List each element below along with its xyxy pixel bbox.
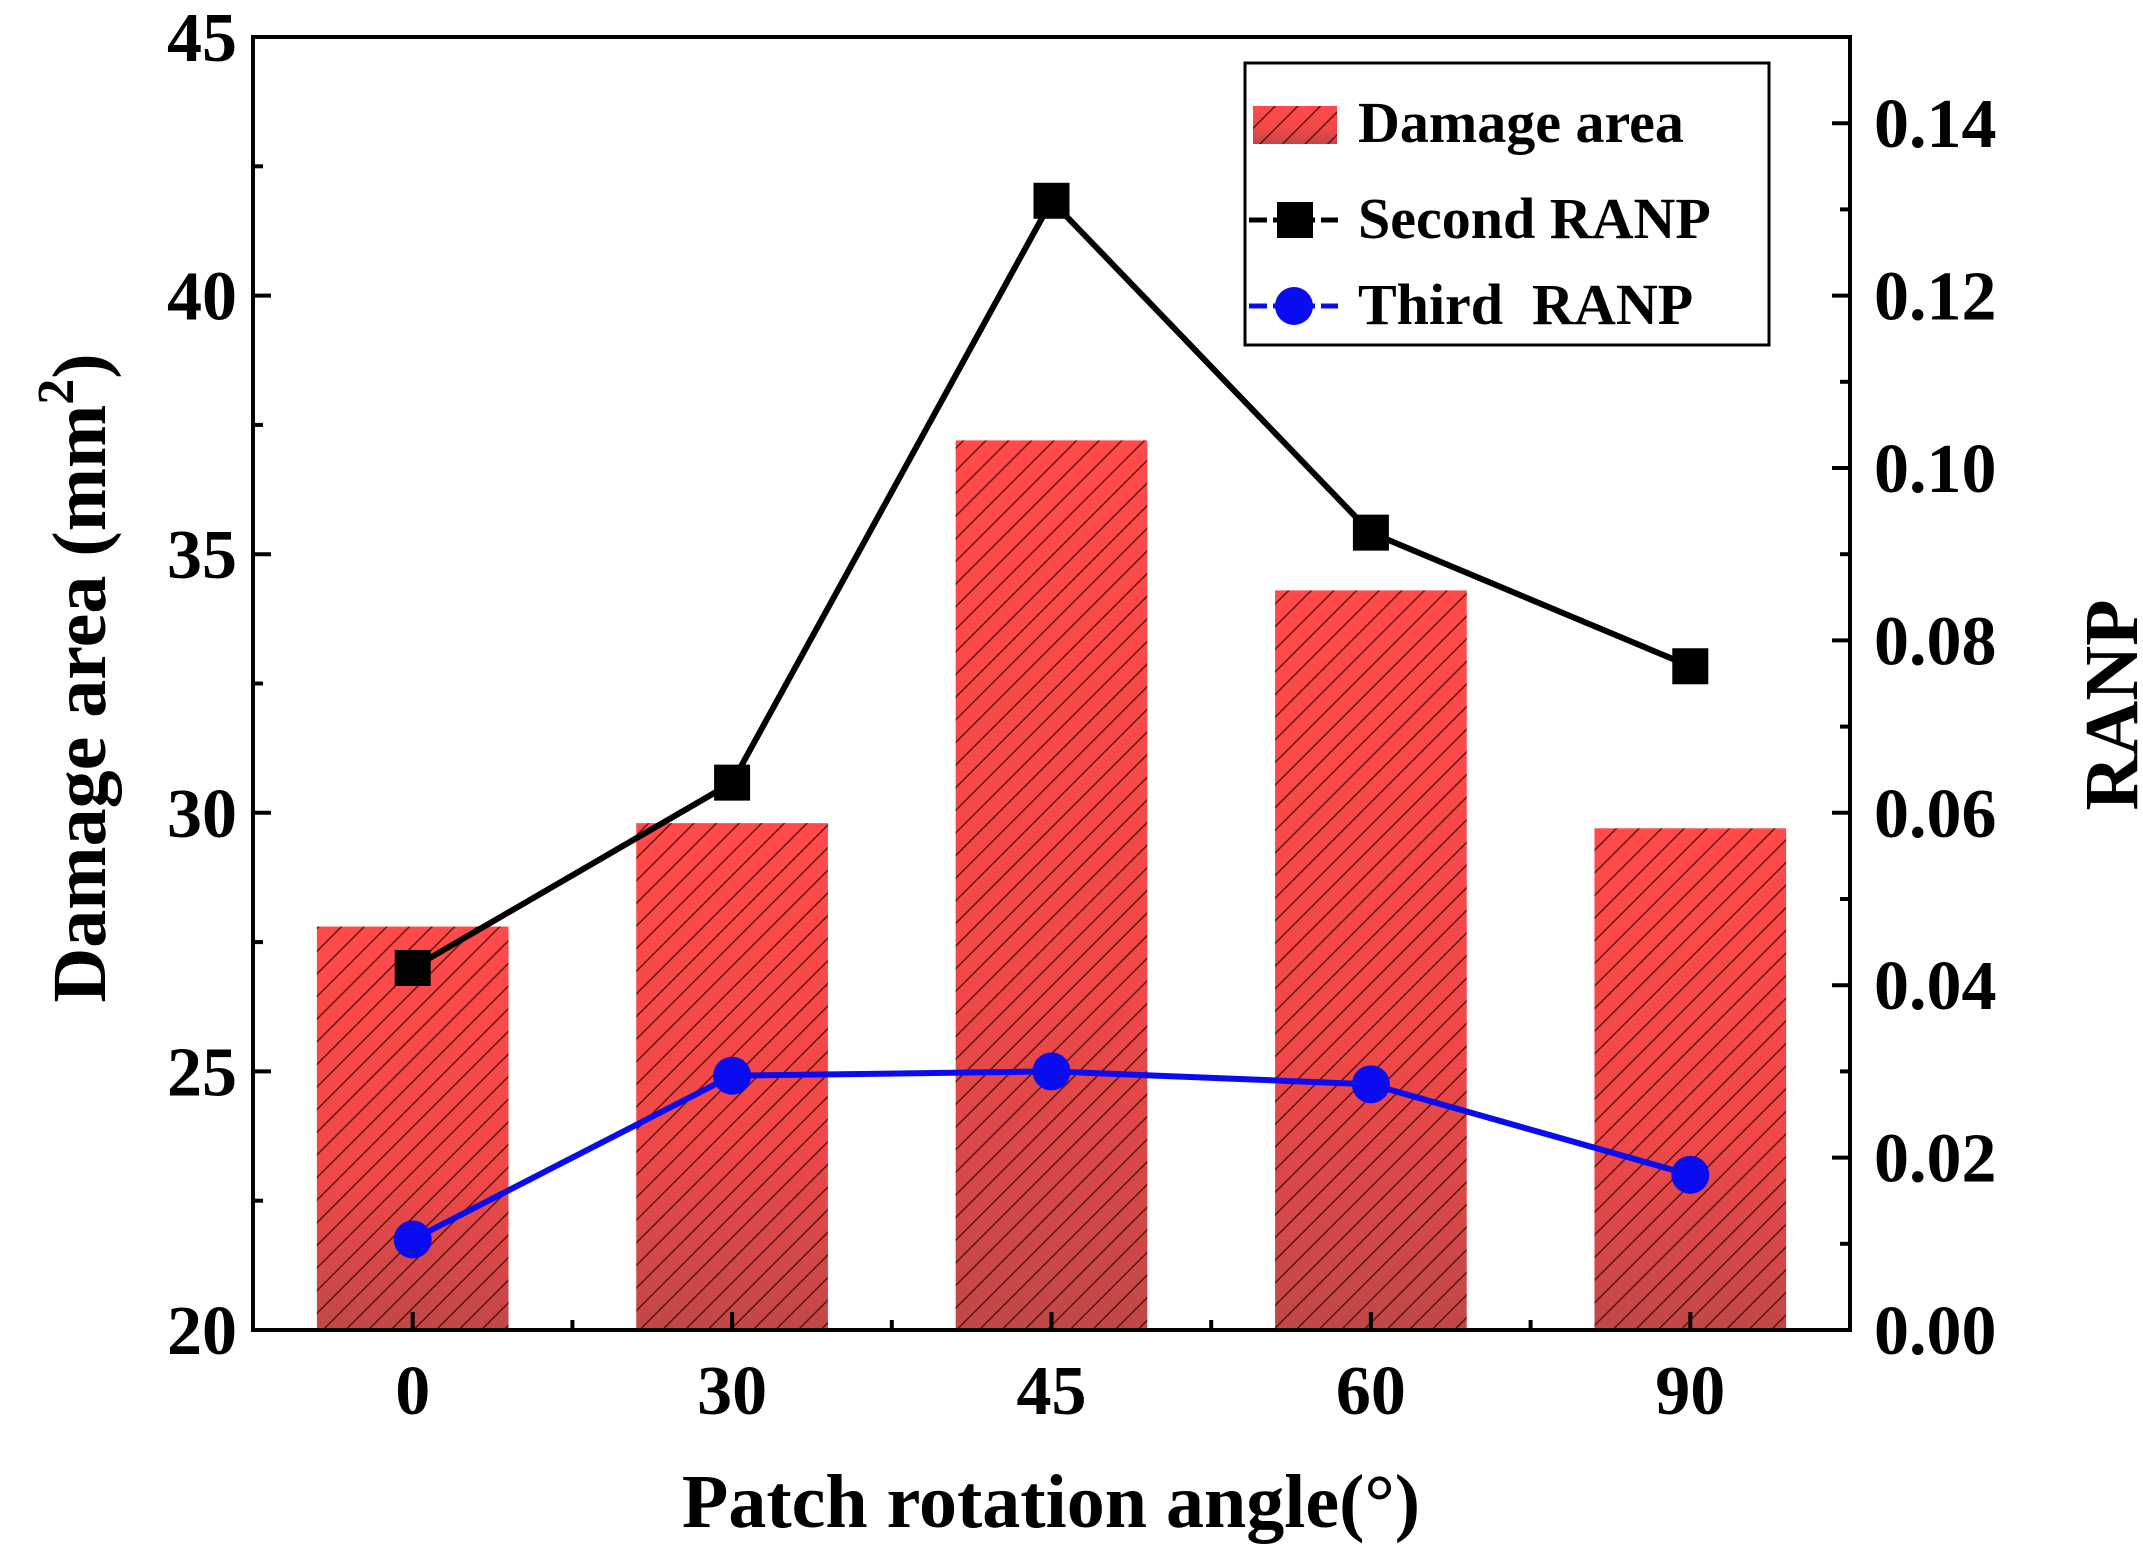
point-third-ranp-45 <box>1032 1052 1071 1091</box>
ticks-layer <box>251 35 1852 1332</box>
lines-layer <box>393 182 1710 1259</box>
bar-hatch-45 <box>955 440 1148 1330</box>
legend-swatch-hatch <box>1253 106 1337 144</box>
y-left-tick-label: 30 <box>167 776 237 853</box>
y-left-tick-label: 40 <box>167 259 237 336</box>
x-tick-label: 0 <box>395 1353 430 1430</box>
legend-item-second-ranp: Second RANP <box>1249 186 1711 251</box>
y-right-tick-label: 0.00 <box>1874 1293 1997 1370</box>
legend: Damage area Second RANP Third RANP <box>1243 61 1771 347</box>
y-axis-right-title: RANP <box>2070 599 2143 810</box>
y-right-tick-label: 0.06 <box>1874 776 1997 853</box>
legend-item-third-ranp: Third RANP <box>1249 272 1693 337</box>
tick-labels-layer: 20 25 30 35 40 45 0.00 0.02 0.04 0.06 0.08 0.10 0.12… <box>167 0 1997 1430</box>
point-second-ranp-30 <box>714 764 751 801</box>
legend-marker-square <box>1277 202 1313 238</box>
legend-label-damage-area: Damage area <box>1358 90 1684 155</box>
y-left-tick-label: 20 <box>167 1293 237 1370</box>
y-right-tick-label: 0.08 <box>1874 603 1997 680</box>
point-second-ranp-45 <box>1033 182 1070 219</box>
y-left-tick-label: 35 <box>167 517 237 594</box>
legend-item-damage-area: Damage area <box>1253 90 1684 155</box>
y-left-tick-label: 25 <box>167 1034 237 1111</box>
bar-hatch-0 <box>316 926 509 1330</box>
y-right-tick-label: 0.10 <box>1874 431 1997 508</box>
point-second-ranp-60 <box>1352 514 1389 551</box>
y-right-tick-label: 0.02 <box>1874 1121 1997 1198</box>
point-third-ranp-60 <box>1351 1065 1390 1104</box>
bars-layer <box>316 440 1787 1330</box>
point-second-ranp-90 <box>1672 648 1709 685</box>
legend-marker-circle <box>1275 287 1313 325</box>
point-third-ranp-90 <box>1671 1155 1710 1194</box>
x-tick-label: 60 <box>1336 1353 1406 1430</box>
point-second-ranp-0 <box>394 949 431 986</box>
point-third-ranp-30 <box>713 1056 752 1095</box>
bar-hatch-60 <box>1275 590 1467 1330</box>
x-tick-label: 90 <box>1655 1353 1725 1430</box>
y-left-tick-label: 45 <box>167 0 237 77</box>
bar-hatch-90 <box>1594 828 1787 1330</box>
x-axis-title: Patch rotation angle(°) <box>682 1460 1420 1544</box>
point-third-ranp-0 <box>393 1220 432 1259</box>
y-axis-left-title: Damage area (mm2) <box>28 353 122 1002</box>
legend-label-second-ranp: Second RANP <box>1358 186 1711 251</box>
legend-label-third-ranp: Third RANP <box>1358 272 1693 337</box>
x-tick-label: 30 <box>697 1353 767 1430</box>
y-right-tick-label: 0.04 <box>1874 948 1997 1025</box>
y-right-tick-label: 0.14 <box>1874 86 1997 163</box>
x-tick-label: 45 <box>1017 1353 1087 1430</box>
y-right-tick-label: 0.12 <box>1874 259 1997 336</box>
